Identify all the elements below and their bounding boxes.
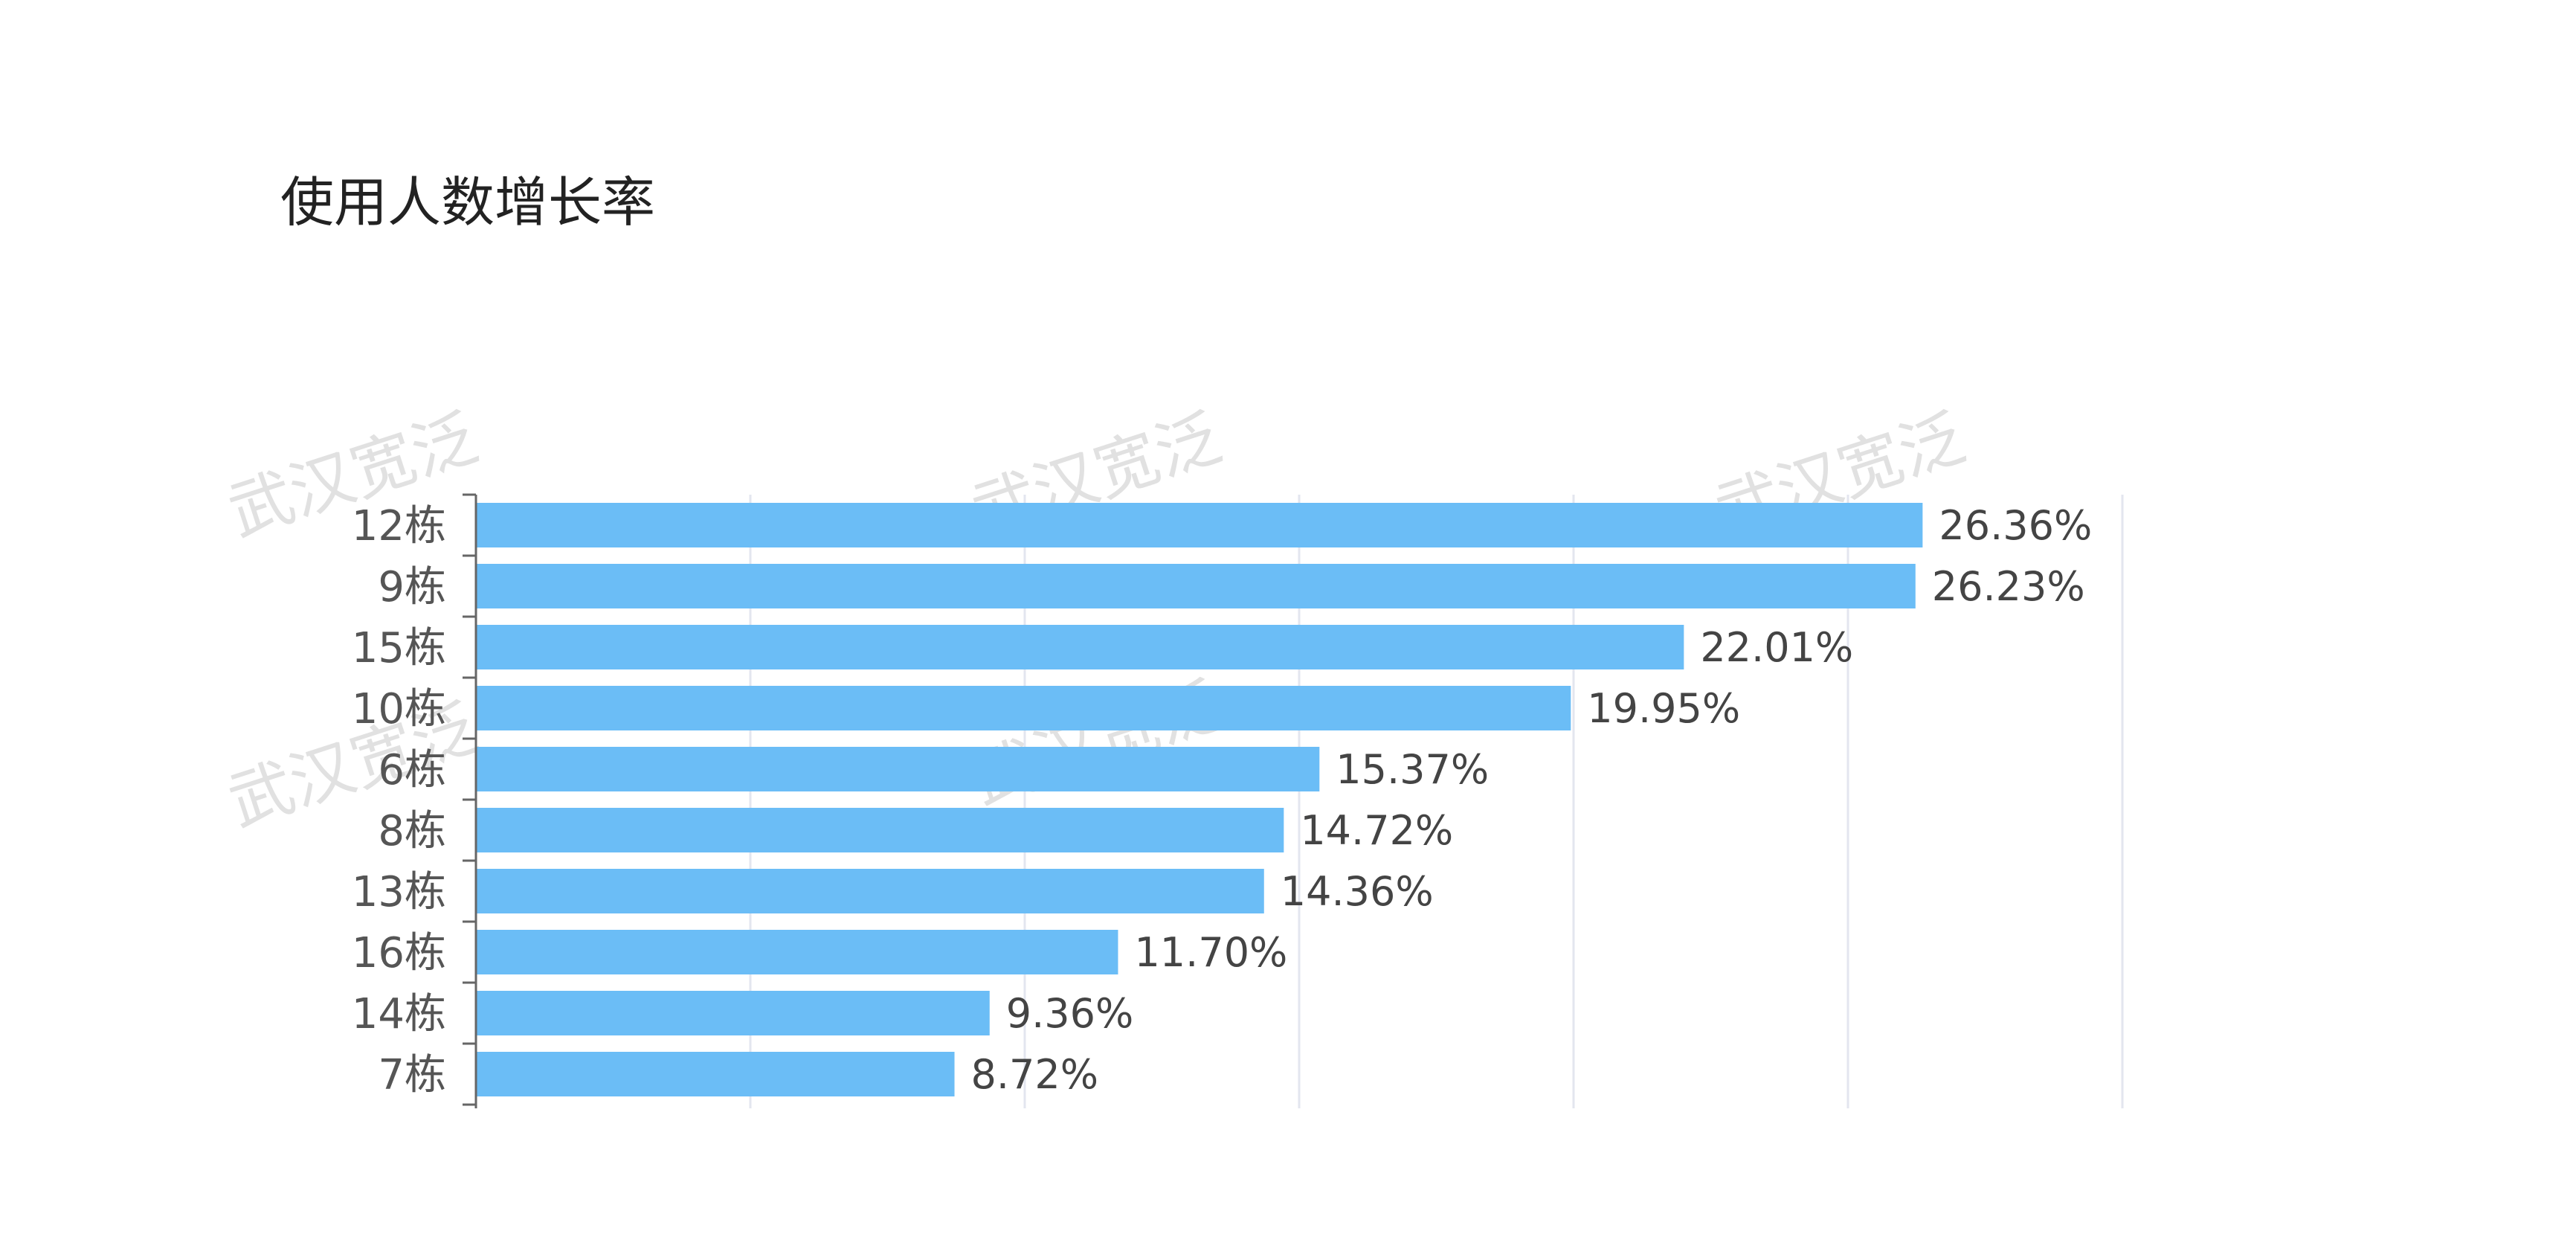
bar bbox=[476, 747, 1320, 791]
category-label: 8栋 bbox=[378, 807, 446, 855]
category-label: 7栋 bbox=[378, 1051, 446, 1099]
bar bbox=[476, 686, 1571, 730]
value-label: 19.95% bbox=[1587, 685, 1740, 732]
value-label: 15.37% bbox=[1336, 746, 1489, 793]
category-label: 13栋 bbox=[352, 868, 446, 916]
value-label: 9.36% bbox=[1006, 990, 1134, 1037]
y-axis bbox=[463, 493, 477, 1108]
category-label: 12栋 bbox=[352, 502, 446, 550]
bar bbox=[476, 991, 990, 1035]
value-label: 14.72% bbox=[1300, 807, 1453, 854]
category-label: 9栋 bbox=[378, 563, 446, 611]
value-label: 8.72% bbox=[971, 1051, 1099, 1098]
bar bbox=[476, 930, 1118, 974]
category-label: 15栋 bbox=[352, 624, 446, 672]
bar bbox=[476, 808, 1284, 852]
labels: 26.36% 12栋 26.23% 9栋 22.01% 15栋 19.95% 10栋 15.37… bbox=[352, 502, 2093, 1099]
bar bbox=[476, 869, 1264, 913]
value-label: 14.36% bbox=[1281, 868, 1434, 915]
value-label: 26.23% bbox=[1932, 563, 2085, 610]
bar bbox=[476, 625, 1684, 669]
category-label: 6栋 bbox=[378, 746, 446, 794]
value-label: 11.70% bbox=[1134, 929, 1287, 976]
category-label: 10栋 bbox=[352, 685, 446, 733]
bar bbox=[476, 503, 1923, 547]
value-label: 22.01% bbox=[1700, 624, 1853, 671]
chart-title: 使用人数增长率 bbox=[280, 171, 656, 234]
category-label: 14栋 bbox=[352, 990, 446, 1038]
bar bbox=[476, 564, 1916, 608]
bar bbox=[476, 1052, 955, 1096]
bars bbox=[476, 503, 1923, 1096]
category-label: 16栋 bbox=[352, 929, 446, 977]
value-label: 26.36% bbox=[1939, 502, 2092, 549]
